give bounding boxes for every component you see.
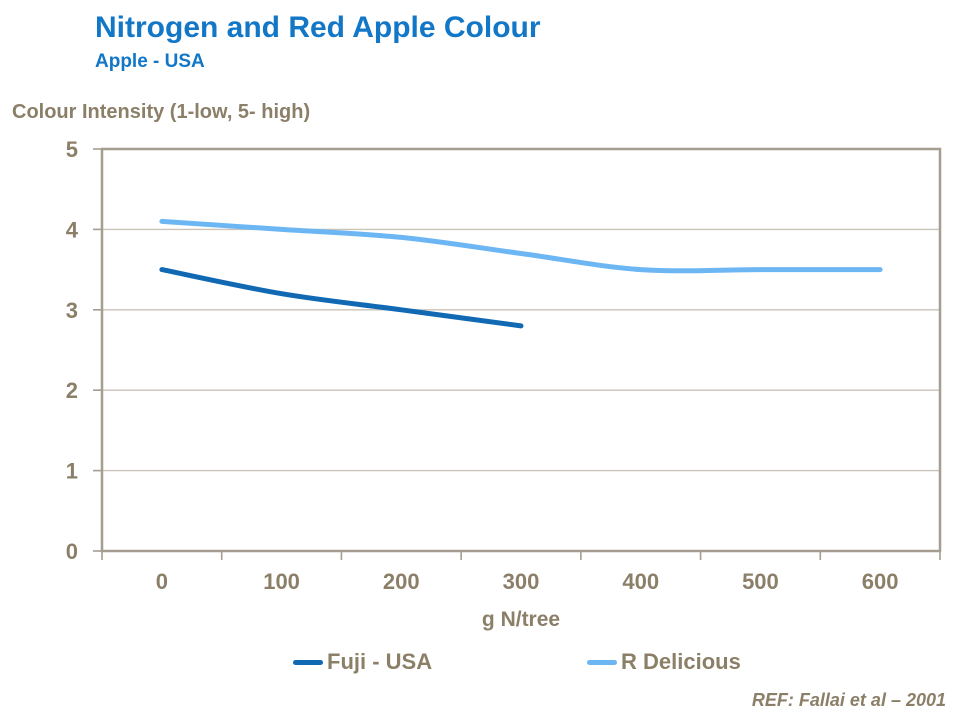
series-lines: [159, 218, 883, 329]
y-tick-label: 5: [66, 137, 78, 162]
gridlines: [102, 228, 940, 472]
y-tick-label: 4: [66, 217, 79, 242]
legend-item-1: R Delicious: [587, 648, 741, 676]
y-tick-label: 3: [66, 298, 78, 323]
plot-border: [100, 147, 942, 553]
page-subtitle: Apple - USA: [95, 51, 205, 72]
page-title: Nitrogen and Red Apple Colour: [95, 11, 541, 44]
x-axis-title: g N/tree: [482, 608, 560, 631]
x-tick-label: 300: [503, 569, 540, 594]
reference-note: REF: Fallai et al – 2001: [751, 690, 946, 710]
legend-label: Fuji - USA: [327, 649, 433, 674]
x-tick-label: 100: [263, 569, 300, 594]
series-line-0: [159, 267, 524, 329]
y-tick-labels: 0 1 2 3 4 5: [66, 137, 79, 564]
legend-line-swatch: [293, 659, 323, 665]
series-line-1: [159, 218, 883, 274]
x-tick-label: 400: [622, 569, 659, 594]
legend-item-0: Fuji - USA: [293, 648, 432, 676]
legend: Fuji - USA R Delicious: [0, 648, 960, 676]
x-tick-labels: 0 100 200 300 400 500 600: [156, 569, 899, 594]
y-tick-label: 2: [66, 378, 78, 403]
legend-line-swatch: [587, 659, 617, 665]
x-tick-label: 600: [862, 569, 899, 594]
y-axis-ticks: [93, 148, 102, 552]
y-tick-label: 0: [66, 539, 78, 564]
y-axis-title: Colour Intensity (1-low, 5- high): [12, 101, 311, 123]
x-tick-label: 200: [383, 569, 420, 594]
y-tick-label: 1: [66, 459, 78, 484]
x-axis-ticks: [101, 551, 941, 560]
x-tick-label: 500: [742, 569, 779, 594]
plot-frame: [100, 147, 942, 553]
x-tick-label: 0: [156, 569, 168, 594]
legend-label: R Delicious: [621, 649, 741, 674]
